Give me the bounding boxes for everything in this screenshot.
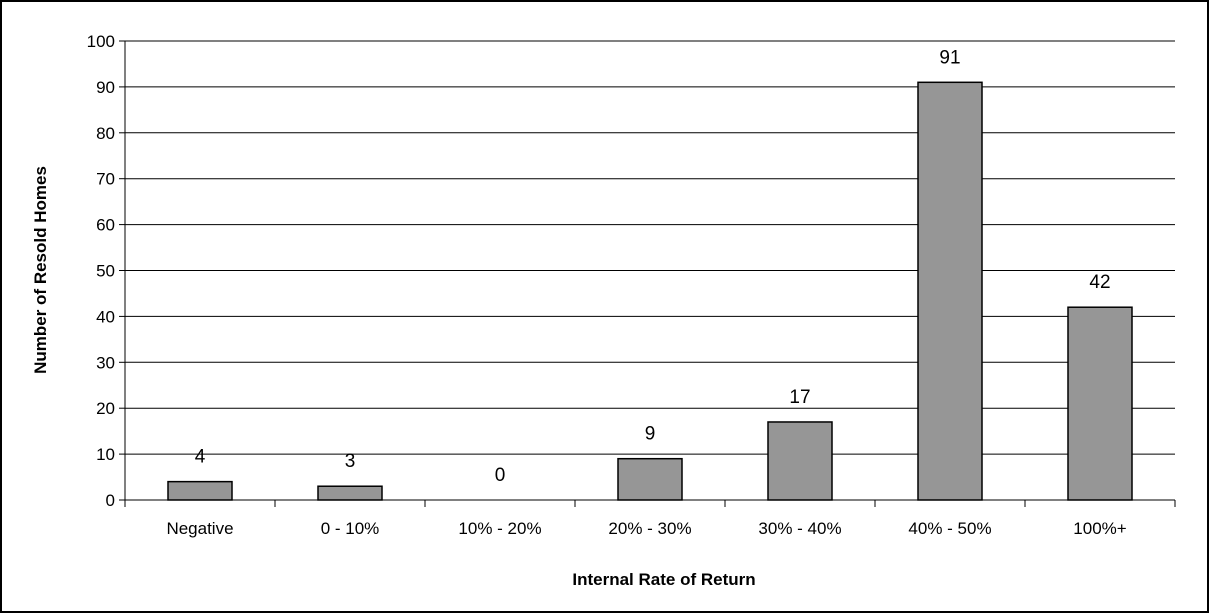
x-category-label: 0 - 10% <box>321 519 380 538</box>
x-category-label: Negative <box>166 519 233 538</box>
y-tick-label: 50 <box>96 262 115 281</box>
y-tick-label: 30 <box>96 353 115 372</box>
y-axis-title: Number of Resold Homes <box>31 166 50 374</box>
data-label: 91 <box>939 47 960 68</box>
data-label: 17 <box>789 387 810 408</box>
x-axis-title: Internal Rate of Return <box>572 570 755 589</box>
data-label: 0 <box>495 465 506 486</box>
y-tick-label: 20 <box>96 399 115 418</box>
y-tick-label: 60 <box>96 216 115 235</box>
y-tick-label: 80 <box>96 124 115 143</box>
bar-30% - 40% <box>767 421 833 501</box>
bar-0 - 10% <box>317 485 383 501</box>
y-tick-label: 70 <box>96 170 115 189</box>
x-category-label: 30% - 40% <box>758 519 841 538</box>
gridlines <box>125 40 1175 455</box>
data-label: 42 <box>1089 272 1110 293</box>
y-tick-label: 100 <box>87 32 115 51</box>
y-tick-label: 90 <box>96 78 115 97</box>
bar-40% - 50% <box>917 81 983 501</box>
x-category-label: 10% - 20% <box>458 519 541 538</box>
y-tick-label: 0 <box>106 491 115 510</box>
data-label: 9 <box>645 424 656 445</box>
y-tick-label: 40 <box>96 307 115 326</box>
data-label: 4 <box>195 447 206 468</box>
data-label: 3 <box>345 451 356 472</box>
x-category-label: 100%+ <box>1073 519 1126 538</box>
x-category-label: 40% - 50% <box>908 519 991 538</box>
bar-100%+ <box>1067 306 1133 501</box>
x-category-label: 20% - 30% <box>608 519 691 538</box>
y-tick-label: 10 <box>96 445 115 464</box>
bar-Negative <box>167 480 233 501</box>
bars <box>167 81 1133 501</box>
bar-20% - 30% <box>617 457 683 501</box>
